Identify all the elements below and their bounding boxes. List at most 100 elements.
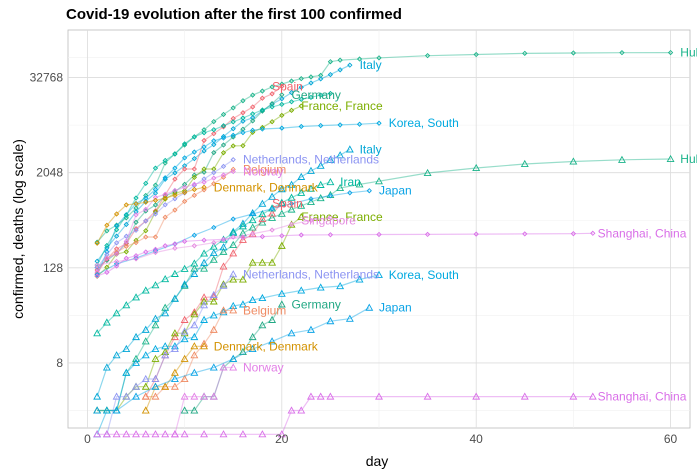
data-point xyxy=(132,354,140,362)
data-point xyxy=(152,249,159,256)
data-point xyxy=(113,211,120,217)
data-point xyxy=(250,92,256,98)
data-point xyxy=(93,392,102,400)
data-point xyxy=(93,329,102,337)
data-point xyxy=(94,273,100,279)
data-point xyxy=(172,187,178,194)
data-point xyxy=(209,292,218,300)
data-point xyxy=(229,270,238,278)
data-point xyxy=(191,181,197,187)
data-point xyxy=(376,55,382,61)
data-point xyxy=(123,249,129,255)
data-point xyxy=(230,132,236,138)
data-point xyxy=(268,315,277,323)
data-point xyxy=(209,297,218,305)
data-point xyxy=(151,281,160,289)
data-point xyxy=(180,335,189,343)
data-point xyxy=(170,294,179,302)
data-point xyxy=(201,176,207,182)
data-point xyxy=(279,92,285,98)
data-point xyxy=(172,151,178,157)
data-point xyxy=(133,253,139,259)
data-point xyxy=(161,382,170,390)
data-point xyxy=(472,163,481,172)
data-point xyxy=(102,406,111,414)
data-point xyxy=(248,344,257,353)
series-hubei-confirmed xyxy=(94,49,674,245)
data-point xyxy=(229,227,238,235)
data-point xyxy=(200,342,209,350)
data-point xyxy=(190,259,199,267)
data-point xyxy=(337,57,343,63)
data-point xyxy=(113,249,120,256)
data-point xyxy=(104,249,110,255)
data-point xyxy=(248,332,257,341)
data-point xyxy=(287,406,296,414)
series-label: Belgium xyxy=(243,303,286,317)
data-point xyxy=(277,185,286,193)
data-point xyxy=(112,309,121,317)
series-label: Belgium xyxy=(243,162,286,176)
data-point xyxy=(307,392,315,400)
data-point xyxy=(316,283,325,291)
data-point xyxy=(277,430,286,438)
data-point xyxy=(151,344,160,353)
data-point xyxy=(570,231,577,237)
data-point xyxy=(104,242,110,249)
data-point xyxy=(229,306,238,314)
data-point xyxy=(152,202,159,208)
data-point xyxy=(287,205,296,213)
data-point xyxy=(259,126,266,132)
data-point xyxy=(133,219,139,225)
data-point xyxy=(104,228,110,234)
data-point xyxy=(288,78,295,84)
data-point xyxy=(181,198,188,205)
data-point xyxy=(191,174,197,181)
data-point xyxy=(132,358,140,366)
data-point xyxy=(211,130,217,137)
data-point xyxy=(307,197,315,206)
series-line xyxy=(106,273,234,435)
data-point xyxy=(143,228,149,234)
data-point xyxy=(229,240,238,248)
data-point xyxy=(327,90,334,97)
data-point xyxy=(143,206,149,213)
data-point xyxy=(94,262,100,268)
data-point xyxy=(211,118,217,125)
data-point xyxy=(376,120,382,126)
data-point xyxy=(190,392,199,400)
series-singapore-confirmed xyxy=(94,214,334,268)
data-point xyxy=(151,382,160,390)
data-point xyxy=(326,317,335,325)
data-point xyxy=(113,263,120,269)
data-point xyxy=(152,197,159,203)
data-point xyxy=(201,179,207,185)
data-point xyxy=(143,218,149,224)
data-point xyxy=(240,98,246,104)
data-point xyxy=(209,363,218,371)
series-label: Norway xyxy=(243,360,284,374)
data-point xyxy=(211,224,217,231)
data-point xyxy=(200,264,209,272)
data-point xyxy=(279,96,285,102)
series-line xyxy=(96,105,302,277)
series-line xyxy=(96,51,671,243)
data-point xyxy=(141,430,150,438)
data-point xyxy=(279,112,285,119)
data-point xyxy=(326,177,335,186)
data-point xyxy=(297,172,306,180)
series-norway-confirmed xyxy=(94,168,236,275)
data-point xyxy=(180,327,189,335)
data-point xyxy=(336,183,345,192)
data-point xyxy=(327,71,334,78)
data-point xyxy=(191,232,197,238)
data-point xyxy=(297,406,306,414)
data-point xyxy=(161,342,170,350)
series-line xyxy=(96,94,283,268)
data-point xyxy=(113,233,120,239)
data-point xyxy=(104,222,110,228)
data-point xyxy=(230,216,236,222)
x-tick-label: 60 xyxy=(664,432,678,446)
data-point xyxy=(298,76,304,82)
data-point xyxy=(269,119,275,125)
